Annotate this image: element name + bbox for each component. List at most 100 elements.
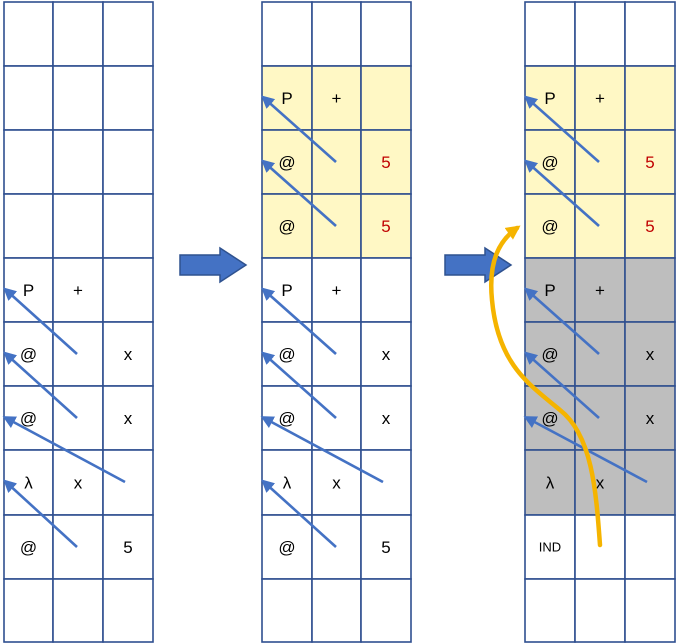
heap-cell (3, 578, 54, 643)
heap-cell (261, 193, 313, 259)
cell-label: λ (24, 474, 33, 493)
heap-cell (3, 129, 54, 195)
heap-row (3, 65, 154, 131)
heap-cell (524, 1, 576, 67)
pointer-arrow (3, 351, 78, 419)
cell-label: @ (278, 409, 295, 428)
heap-cell (311, 1, 362, 67)
heap-cell (360, 193, 412, 259)
cell-label: P (281, 89, 292, 108)
cell-label: @ (278, 217, 295, 236)
cell-label: @ (541, 153, 558, 172)
heap-cell (574, 257, 626, 323)
heap-cell (102, 193, 154, 259)
heap-cell (360, 1, 412, 67)
cell-label: x (382, 345, 391, 364)
cell-label: @ (541, 217, 558, 236)
cell-label: x (124, 409, 133, 428)
heap-cell (574, 449, 626, 516)
pointer-arrow (524, 351, 600, 419)
heap-cell (360, 321, 412, 387)
cell-label: + (73, 281, 83, 300)
heap-row: @ x (261, 321, 412, 387)
heap-cell (574, 129, 626, 195)
heap-cell (624, 578, 676, 643)
heap-row (261, 1, 412, 67)
cell-label: x (124, 345, 133, 364)
heap-row: @5 (261, 129, 412, 195)
heap-cell (311, 578, 362, 643)
heap-row (3, 578, 154, 643)
heap-cell (102, 514, 154, 580)
cell-label: @ (278, 538, 295, 557)
heap-cell (311, 129, 362, 195)
cell-label: x (646, 409, 655, 428)
heap-row: P + (261, 65, 412, 131)
heap-cell (311, 514, 362, 580)
heap-cell (624, 193, 676, 259)
heap-cell (624, 514, 676, 580)
heap-row: @5 (261, 514, 412, 580)
heap-cell (261, 1, 313, 67)
heap-cell (624, 321, 676, 387)
heap-cell (360, 385, 412, 451)
heap-cell (52, 129, 104, 195)
pointer-arrows (2, 95, 648, 548)
heap-row: @ x (261, 385, 412, 451)
heap-row (3, 193, 154, 259)
heap-cell (102, 257, 154, 323)
heap-cell (52, 1, 104, 67)
heap-cell (52, 385, 104, 451)
pointer-arrow (261, 95, 337, 163)
heap-cell (311, 321, 362, 387)
cell-label: 5 (381, 538, 390, 557)
cell-label: 5 (381, 217, 390, 236)
heap-row: @5 (524, 193, 676, 259)
heap-row: @5 (261, 193, 412, 259)
heap-cell (624, 257, 676, 323)
pointer-arrow (524, 159, 600, 227)
heap-cell (102, 449, 154, 516)
heap-cell (52, 321, 104, 387)
cell-label: + (595, 281, 605, 300)
heap-cell (360, 514, 412, 580)
heap-row (524, 578, 676, 643)
cell-label: @ (541, 345, 558, 364)
cell-label: P (23, 281, 34, 300)
cell-label: P (544, 89, 555, 108)
heap-cell (311, 385, 362, 451)
heap-cell (624, 1, 676, 67)
heap-row: P + (261, 257, 412, 323)
heap-cell (574, 321, 626, 387)
cell-label: 5 (645, 217, 654, 236)
heap-row: @ x (3, 385, 154, 451)
heap-cell (624, 385, 676, 451)
heap-row (3, 1, 154, 67)
panel-2: P +@ 5@ 5P +@ x@ xλ x@ 5 (261, 1, 412, 643)
heap-cell (102, 578, 154, 643)
cell-label: λ (283, 474, 292, 493)
cell-label: + (332, 281, 342, 300)
pointer-arrow (260, 416, 384, 484)
heap-cell (524, 193, 576, 259)
pointer-arrow (524, 95, 600, 163)
heap-cell (102, 65, 154, 131)
cell-label: @ (541, 409, 558, 428)
heap-cell (574, 193, 626, 259)
heap-cell (524, 578, 576, 643)
cell-label: x (646, 345, 655, 364)
heap-cell (52, 449, 104, 516)
transition-arrow-1 (179, 246, 248, 284)
heap-row: P + (3, 257, 154, 323)
heap-cell (574, 1, 626, 67)
heap-cell (52, 193, 104, 259)
heap-cell (3, 65, 54, 131)
transition-arrow-2 (444, 246, 513, 284)
cell-label: λ (546, 474, 555, 493)
heap-cell (311, 65, 362, 131)
heap-row (3, 129, 154, 195)
heap-cell (102, 385, 154, 451)
